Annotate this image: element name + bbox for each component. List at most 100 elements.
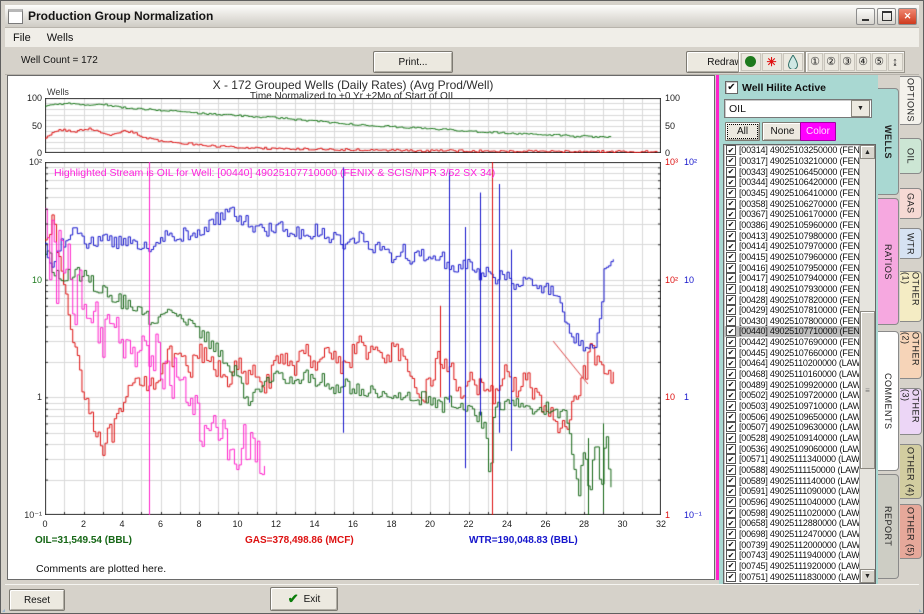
well-list-item[interactable]: ✔ [00489] 49025109920000 (LAWR [724, 379, 875, 390]
tab-gas[interactable]: GAS [900, 188, 922, 219]
well-checkbox[interactable]: ✔ [726, 305, 736, 316]
well-list-item[interactable]: ✔ [00343] 49025106450000 (FENIX [724, 166, 875, 177]
tab-comments[interactable]: COMMENTS [878, 331, 899, 471]
well-checkbox[interactable]: ✔ [726, 550, 736, 561]
well-checkbox[interactable]: ✔ [726, 369, 736, 380]
well-list-scrollbar[interactable]: ▲ ≡ ▼ [859, 145, 875, 583]
well-hilite-checkbox[interactable]: ✔ [725, 81, 738, 94]
well-list-item[interactable]: ✔ [00745] 49025111920000 (LAWR [724, 560, 875, 572]
well-checkbox[interactable]: ✔ [726, 241, 736, 252]
tab-other-2-[interactable]: OTHER (2) [900, 331, 922, 379]
well-list-item[interactable]: ✔ [00413] 49025107980000 (FENIX [724, 230, 875, 241]
well-list-item[interactable]: ✔ [00367] 49025106170000 (FENIX [724, 209, 875, 220]
well-list-item[interactable]: ✔ [00598] 49025111020000 (LAWR [724, 507, 875, 518]
stream-4-icon[interactable]: ④ [855, 52, 871, 71]
gas-flare-icon[interactable]: ✳ [761, 52, 782, 71]
well-list-item[interactable]: ✔ [00739] 49025112000000 (LAWR [724, 539, 875, 550]
well-list-item[interactable]: ✔ [00751] 49025111830000 (LAWR [724, 571, 875, 582]
well-checkbox[interactable]: ✔ [726, 219, 736, 230]
well-checkbox[interactable]: ✔ [726, 166, 736, 177]
well-checkbox[interactable]: ✔ [726, 465, 736, 476]
well-list-item[interactable]: ✔ [00440] 49025107710000 (FENIX [724, 326, 875, 337]
well-list-item[interactable]: ✔ [00314] 49025103250000 (FENIX [724, 145, 875, 156]
water-drop-icon[interactable] [782, 52, 803, 71]
well-checkbox[interactable]: ✔ [726, 411, 736, 422]
well-checkbox[interactable]: ✔ [726, 209, 736, 220]
well-list-item[interactable]: ✔ [00468] 49025110160000 (LAWR [724, 369, 875, 380]
well-checkbox[interactable]: ✔ [726, 539, 736, 550]
well-list-item[interactable]: ✔ [00502] 49025109720000 (LAWR [724, 390, 875, 401]
well-list-item[interactable]: ✔ [00506] 49025109650000 (LAWR [724, 411, 875, 422]
well-checkbox[interactable]: ✔ [726, 486, 736, 497]
well-list-item[interactable]: ✔ [00344] 49025106420000 (FENIX [724, 177, 875, 188]
well-list-item[interactable]: ✔ [00698] 49025112470000 (LAWR [724, 528, 875, 540]
tab-ratios[interactable]: RATIOS [878, 198, 899, 325]
well-list-item[interactable]: ✔ [00591] 49025111090000 (LAWR [724, 486, 875, 497]
well-checkbox[interactable]: ✔ [726, 433, 736, 444]
well-checkbox[interactable]: ✔ [726, 401, 736, 412]
well-list-item[interactable]: ✔ [00743] 49025111940000 (LAWR [724, 550, 875, 561]
tab-other-4-[interactable]: OTHER (4) [900, 444, 922, 499]
well-list-item[interactable]: ✔ [00528] 49025109140000 (LAWR [724, 433, 875, 444]
well-checkbox[interactable]: ✔ [726, 454, 736, 465]
exit-button[interactable]: ✔ Exit [270, 587, 338, 611]
menu-item-file[interactable]: File [13, 31, 31, 44]
well-checkbox[interactable]: ✔ [726, 507, 736, 518]
reset-button[interactable]: Reset [9, 589, 65, 611]
well-list-item[interactable]: ✔ [00442] 49025107690000 (FENIX [724, 337, 875, 348]
select-none-button[interactable]: None [762, 122, 803, 141]
scale-icon[interactable]: ↨ [887, 52, 903, 71]
tab-oil[interactable]: OIL [900, 138, 922, 174]
well-list-item[interactable]: ✔ [00589] 49025111140000 (LAWR [724, 475, 875, 486]
well-checkbox[interactable]: ✔ [726, 337, 736, 348]
well-checkbox[interactable]: ✔ [726, 155, 736, 166]
well-list-item[interactable]: ✔ [00345] 49025106410000 (FENIX [724, 187, 875, 199]
well-checkbox[interactable]: ✔ [726, 177, 736, 188]
color-button[interactable]: Color [800, 122, 836, 141]
well-checkbox[interactable]: ✔ [726, 560, 736, 571]
stream-5-icon[interactable]: ⑤ [871, 52, 887, 71]
well-list-item[interactable]: ✔ [00428] 49025107820000 (FENIX [724, 294, 875, 305]
stream-2-icon[interactable]: ② [823, 52, 839, 71]
select-all-button[interactable]: All [725, 122, 760, 141]
minimize-button[interactable] [856, 7, 875, 25]
well-checkbox[interactable]: ✔ [726, 379, 736, 390]
well-checkbox[interactable]: ✔ [726, 315, 736, 326]
menu-item-wells[interactable]: Wells [46, 31, 74, 44]
well-list-item[interactable]: ✔ [00416] 49025107950000 (FENIX [724, 262, 875, 273]
well-list-item[interactable]: ✔ [00418] 49025107930000 (FENIX [724, 283, 875, 295]
well-checkbox[interactable]: ✔ [726, 283, 736, 294]
oil-icon[interactable] [740, 52, 761, 71]
tab-report[interactable]: REPORT [878, 474, 899, 579]
well-list-item[interactable]: ✔ [00596] 49025111040000 (LAWR [724, 496, 875, 508]
well-list-item[interactable]: ✔ [00414] 49025107970000 (FENIX [724, 241, 875, 252]
well-list-item[interactable]: ✔ [00358] 49025106270000 (FENIX [724, 198, 875, 209]
well-checkbox[interactable]: ✔ [726, 294, 736, 305]
tab-other-1-[interactable]: OTHER (1) [900, 271, 922, 322]
well-checkbox[interactable]: ✔ [726, 571, 736, 582]
well-checkbox[interactable]: ✔ [726, 347, 736, 358]
tab-other-3-[interactable]: OTHER (3) [900, 388, 922, 435]
print-button[interactable]: Print... [373, 51, 453, 73]
maximize-button[interactable] [877, 7, 896, 25]
well-checkbox[interactable]: ✔ [726, 262, 736, 273]
well-list-item[interactable]: ✔ [00464] 49025110200000 (LAWR [724, 358, 875, 369]
well-list-item[interactable]: ✔ [00415] 49025107960000 (FENIX [724, 251, 875, 263]
well-list-item[interactable]: ✔ [00571] 49025111340000 (LAWR [724, 454, 875, 465]
well-checkbox[interactable]: ✔ [726, 358, 736, 369]
well-checkbox[interactable]: ✔ [726, 518, 736, 529]
well-checkbox[interactable]: ✔ [726, 273, 736, 284]
well-list-item[interactable]: ✔ [00503] 49025109710000 (LAWR [724, 401, 875, 412]
well-checkbox[interactable]: ✔ [726, 443, 736, 454]
well-list-item[interactable]: ✔ [00386] 49025105960000 (FENIX [724, 219, 875, 231]
well-list-item[interactable]: ✔ [00417] 49025107940000 (FENIX [724, 273, 875, 284]
scroll-down-icon[interactable]: ▼ [860, 569, 875, 583]
scrollbar-thumb[interactable]: ≡ [860, 311, 875, 470]
well-checkbox[interactable]: ✔ [726, 251, 736, 262]
close-button[interactable]: ✕ [898, 7, 917, 25]
well-checkbox[interactable]: ✔ [726, 528, 736, 539]
well-checkbox[interactable]: ✔ [726, 198, 736, 209]
stream-dropdown[interactable]: OIL ▼ [724, 99, 872, 118]
well-list-item[interactable]: ✔ [00445] 49025107660000 (FENIX [724, 347, 875, 358]
well-checkbox[interactable]: ✔ [726, 422, 736, 433]
